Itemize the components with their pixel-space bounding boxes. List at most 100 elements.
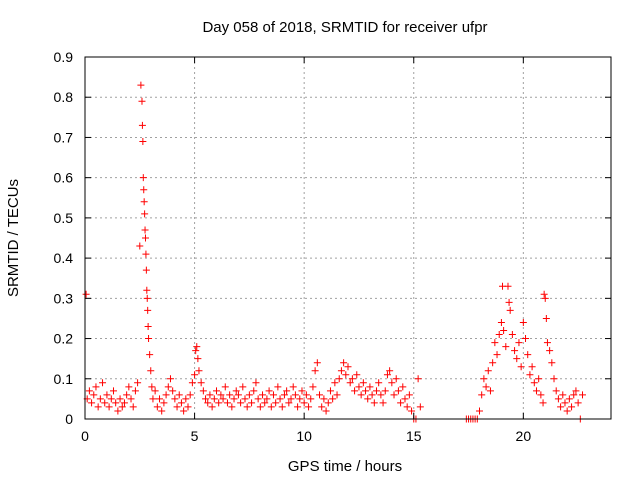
data-point	[175, 391, 183, 399]
data-point	[156, 395, 164, 403]
data-point	[146, 351, 154, 359]
data-point	[144, 306, 152, 314]
data-point	[546, 347, 554, 355]
data-point	[171, 395, 179, 403]
data-point	[123, 391, 131, 399]
data-point	[263, 395, 271, 403]
data-point	[143, 286, 151, 294]
data-point	[219, 395, 227, 403]
data-point	[320, 395, 328, 403]
data-point	[528, 363, 536, 371]
data-point	[173, 403, 181, 411]
data-point	[186, 391, 194, 399]
data-point	[526, 371, 534, 379]
data-point	[557, 403, 565, 411]
data-point	[372, 387, 380, 395]
data-point	[359, 379, 367, 387]
data-point	[232, 387, 240, 395]
data-point	[324, 399, 332, 407]
data-point	[287, 395, 295, 403]
data-point	[309, 383, 317, 391]
data-point	[370, 399, 378, 407]
data-point	[151, 387, 159, 395]
data-point	[283, 387, 291, 395]
data-point	[250, 387, 258, 395]
data-point	[366, 383, 374, 391]
data-point	[241, 395, 249, 403]
data-point	[294, 403, 302, 411]
data-point	[401, 395, 409, 403]
data-point	[127, 395, 135, 403]
data-point	[112, 399, 120, 407]
data-point	[513, 355, 521, 363]
data-point	[291, 391, 299, 399]
data-point	[254, 395, 262, 403]
data-point	[305, 403, 313, 411]
data-point	[199, 387, 207, 395]
data-point	[489, 359, 497, 367]
data-points	[82, 81, 587, 423]
data-point	[543, 339, 551, 347]
data-point	[357, 391, 365, 399]
data-point	[134, 379, 142, 387]
data-point	[140, 198, 148, 206]
data-point	[579, 391, 587, 399]
data-point	[414, 375, 422, 383]
x-axis-label: GPS time / hours	[288, 458, 402, 475]
data-point	[278, 403, 286, 411]
data-point	[542, 314, 550, 322]
x-tick-label: 10	[296, 428, 312, 444]
data-point	[101, 399, 109, 407]
data-point	[256, 403, 264, 411]
data-point	[94, 403, 102, 411]
data-point	[164, 383, 172, 391]
data-point	[362, 387, 370, 395]
data-point	[177, 399, 185, 407]
data-point	[202, 395, 210, 403]
y-tick-label: 0.9	[54, 49, 74, 65]
y-tick-label: 0.1	[54, 371, 74, 387]
data-point	[495, 331, 503, 339]
data-point	[88, 399, 96, 407]
data-point	[137, 81, 145, 89]
data-point	[342, 371, 350, 379]
data-point	[403, 403, 411, 411]
data-point	[141, 210, 149, 218]
data-point	[182, 395, 190, 403]
data-point	[114, 407, 122, 415]
data-point	[386, 367, 394, 375]
data-point	[313, 359, 321, 367]
x-tick-label: 0	[81, 428, 89, 444]
data-point	[506, 306, 514, 314]
data-point	[210, 395, 218, 403]
x-tick-label: 5	[191, 428, 199, 444]
data-point	[377, 391, 385, 399]
data-point	[149, 395, 157, 403]
data-point	[103, 391, 111, 399]
data-point	[195, 367, 203, 375]
data-point	[565, 395, 573, 403]
data-point	[497, 318, 505, 326]
data-point	[129, 403, 137, 411]
data-point	[307, 395, 315, 403]
data-point	[136, 242, 144, 250]
data-point	[405, 391, 413, 399]
data-point	[193, 343, 201, 351]
data-point	[208, 403, 216, 411]
data-point	[316, 391, 324, 399]
data-point	[563, 407, 571, 415]
data-point	[302, 391, 310, 399]
y-tick-label: 0.5	[54, 210, 74, 226]
data-point	[504, 282, 512, 290]
data-point	[234, 391, 242, 399]
data-point	[252, 379, 260, 387]
data-point	[540, 290, 548, 298]
data-point	[217, 391, 225, 399]
data-point	[493, 351, 501, 359]
data-point	[90, 391, 98, 399]
data-point	[228, 403, 236, 411]
data-point	[96, 395, 104, 403]
data-point	[505, 298, 513, 306]
data-point	[245, 391, 253, 399]
